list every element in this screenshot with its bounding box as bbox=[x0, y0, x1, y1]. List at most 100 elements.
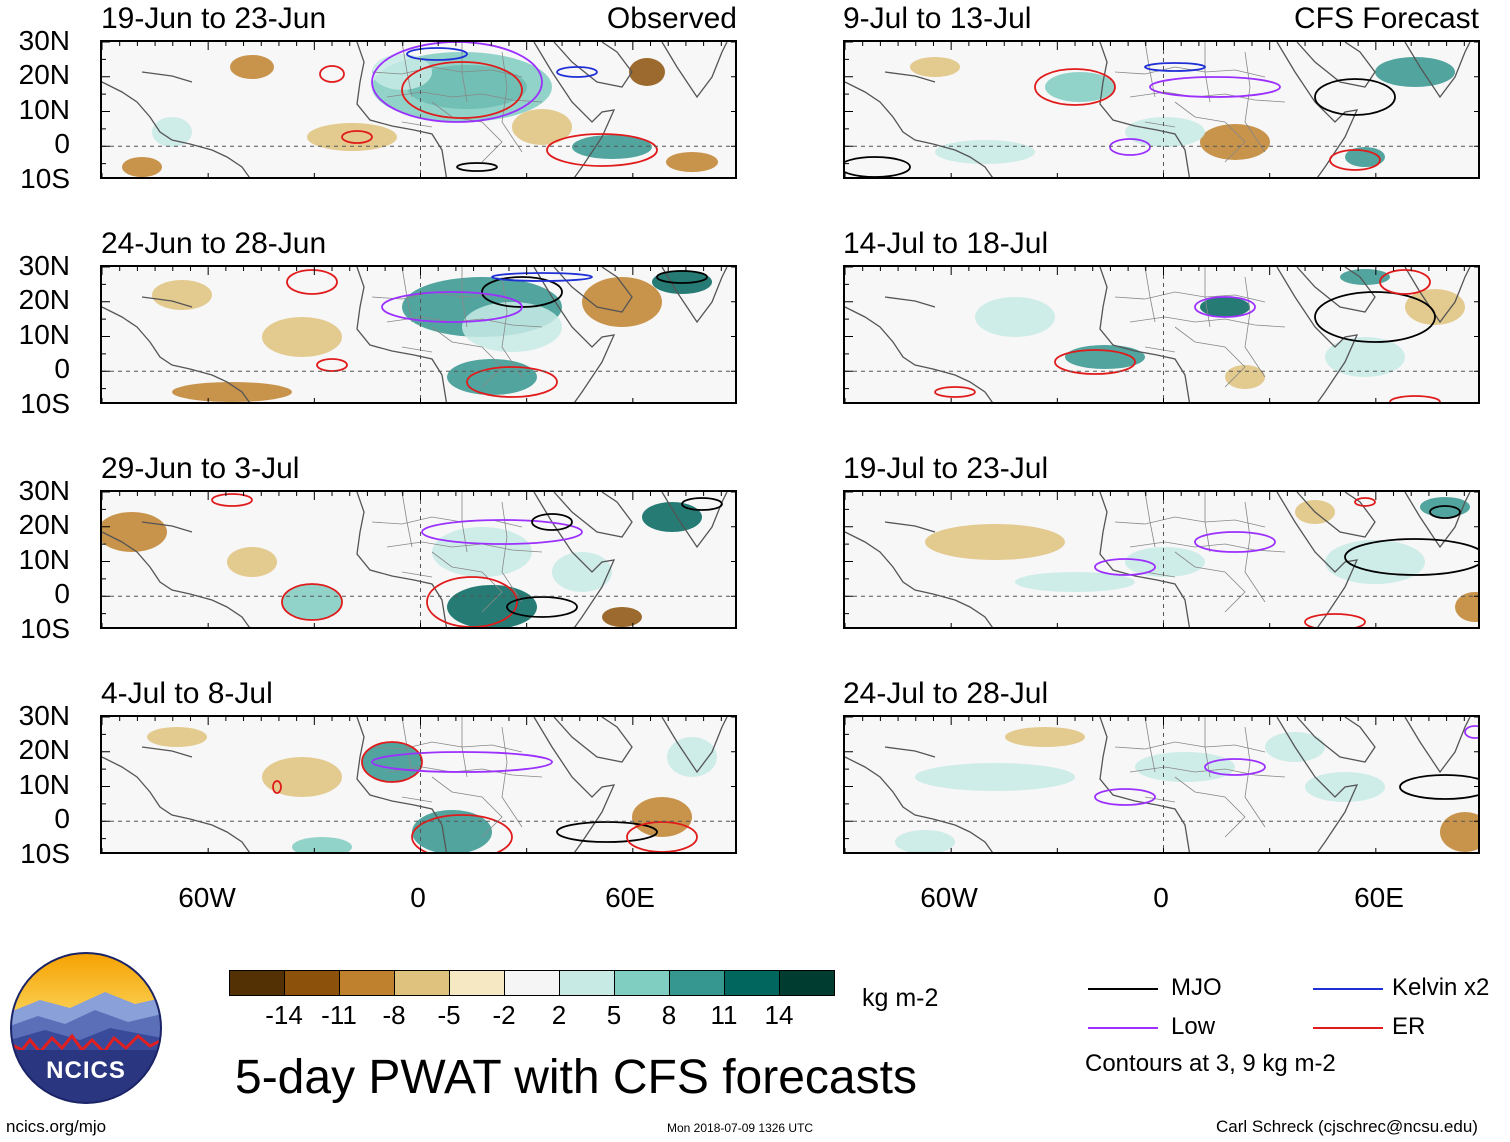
panel-title-7: 19-Jul to 23-Jul bbox=[843, 452, 1049, 485]
country-border bbox=[1144, 346, 1176, 353]
country-border bbox=[371, 66, 523, 78]
country-border bbox=[1129, 316, 1286, 328]
wave-contour bbox=[1314, 78, 1396, 116]
wave-contour bbox=[456, 162, 498, 172]
pwat-anomaly-shading bbox=[1135, 752, 1235, 782]
pwat-anomaly-shading bbox=[372, 54, 432, 90]
wave-contour bbox=[1204, 758, 1266, 776]
panel-title-5: 9-Jul to 13-Jul bbox=[843, 2, 1032, 35]
pwat-anomaly-shading bbox=[642, 502, 702, 532]
pwat-anomaly-shading bbox=[172, 382, 292, 402]
colorbar-tick-label: -8 bbox=[382, 1000, 406, 1030]
wave-contour bbox=[1109, 138, 1151, 156]
coastline bbox=[102, 306, 250, 402]
wave-contour bbox=[371, 751, 553, 773]
wave-contour bbox=[426, 576, 518, 627]
country-border bbox=[461, 267, 468, 328]
coastline bbox=[1099, 42, 1191, 177]
lon-label-60w-right: 60W bbox=[920, 882, 978, 913]
coastline bbox=[1099, 267, 1191, 402]
coastline bbox=[884, 521, 936, 533]
lat-label: 20N bbox=[18, 59, 70, 90]
wave-contour bbox=[1094, 788, 1156, 806]
country-border bbox=[501, 726, 523, 828]
coastline bbox=[845, 81, 993, 177]
coastline bbox=[884, 746, 936, 758]
pwat-anomaly-shading bbox=[1200, 297, 1250, 317]
country-border bbox=[461, 42, 468, 103]
footer-site-link[interactable]: ncics.org/mjo bbox=[6, 1117, 107, 1136]
pwat-anomaly-shading bbox=[1340, 269, 1390, 285]
lat-label: 20N bbox=[18, 734, 70, 765]
colorbar-swatch bbox=[724, 970, 780, 996]
lat-label: 20N bbox=[18, 509, 70, 540]
lat-label: 10S bbox=[20, 613, 70, 644]
wave-contour bbox=[361, 741, 423, 783]
colorbar-swatch bbox=[669, 970, 725, 996]
pwat-anomaly-shading bbox=[122, 157, 162, 177]
coastline bbox=[553, 717, 633, 763]
map-canvas bbox=[102, 42, 735, 177]
coastline bbox=[661, 492, 728, 549]
coastline bbox=[102, 756, 250, 852]
pwat-anomaly-shading bbox=[362, 742, 422, 782]
wave-contour bbox=[1094, 558, 1156, 576]
country-border bbox=[1144, 121, 1176, 128]
wave-contour bbox=[1429, 505, 1461, 519]
coastline bbox=[1276, 267, 1359, 402]
colorbar-tick-label: 2 bbox=[551, 1000, 567, 1030]
country-border bbox=[401, 346, 433, 353]
pwat-anomaly-shading bbox=[512, 109, 572, 145]
coastline bbox=[661, 42, 728, 99]
coastline bbox=[141, 71, 193, 83]
country-border bbox=[1174, 776, 1246, 838]
map-panel-observed-4 bbox=[100, 715, 737, 854]
wave-contour bbox=[1144, 62, 1206, 72]
wave-contour bbox=[319, 65, 345, 83]
country-border bbox=[431, 551, 503, 613]
coastline bbox=[1296, 42, 1376, 88]
coastline bbox=[845, 756, 993, 852]
map-canvas bbox=[845, 42, 1478, 177]
map-canvas bbox=[845, 492, 1478, 627]
coastline bbox=[533, 717, 616, 852]
map-panel-observed-3 bbox=[100, 490, 737, 629]
country-border bbox=[1114, 741, 1266, 753]
colorbar-tick-label: -2 bbox=[492, 1000, 516, 1030]
coastline bbox=[553, 492, 633, 538]
lon-label-0-right: 0 bbox=[1153, 882, 1169, 913]
coastline bbox=[553, 267, 633, 313]
map-panel-observed-1 bbox=[100, 40, 737, 179]
colorbar-tick-label: 11 bbox=[710, 1000, 738, 1030]
country-border bbox=[371, 741, 523, 753]
pwat-anomaly-shading bbox=[262, 317, 342, 357]
pwat-anomaly-shading bbox=[915, 763, 1075, 791]
colorbar-unit: kg m-2 bbox=[862, 984, 939, 1012]
pwat-anomaly-shading bbox=[925, 524, 1065, 560]
pwat-anomaly-shading bbox=[629, 58, 665, 86]
coastline bbox=[845, 306, 993, 402]
country-border bbox=[1144, 717, 1156, 773]
contour-note: Contours at 3, 9 kg m-2 bbox=[1085, 1050, 1336, 1077]
lon-label-60w-left: 60W bbox=[178, 882, 236, 913]
lat-label: 30N bbox=[18, 25, 70, 56]
map-background bbox=[845, 267, 1478, 402]
wave-contour bbox=[411, 814, 513, 852]
wave-contour bbox=[1304, 613, 1366, 627]
map-panel-observed-2 bbox=[100, 265, 737, 404]
country-border bbox=[1174, 326, 1246, 388]
wave-contour bbox=[845, 156, 911, 177]
coastline bbox=[141, 296, 193, 308]
country-border bbox=[1144, 571, 1176, 578]
coastline bbox=[533, 267, 616, 402]
country-border bbox=[371, 516, 523, 528]
wave-contour bbox=[406, 47, 468, 61]
lat-label: 30N bbox=[18, 475, 70, 506]
country-border bbox=[1144, 796, 1176, 803]
colorbar-tick-label: -11 bbox=[321, 1000, 357, 1030]
pwat-anomaly-shading bbox=[582, 277, 662, 327]
coastline bbox=[533, 492, 616, 627]
panel-title-4: 4-Jul to 8-Jul bbox=[101, 677, 273, 710]
pwat-anomaly-shading bbox=[910, 57, 960, 77]
pwat-anomaly-shading bbox=[1325, 337, 1405, 377]
